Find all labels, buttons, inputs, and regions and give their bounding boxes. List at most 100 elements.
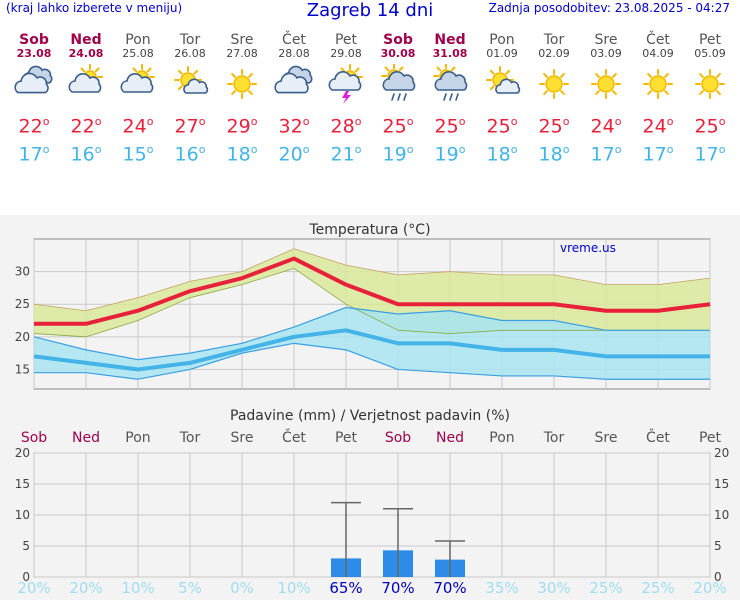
degree-sign: o (146, 143, 154, 157)
degree-sign: o (146, 115, 154, 128)
day-date: 29.08 (330, 47, 362, 60)
degree-sign: o (198, 143, 206, 157)
precip-probability: 65% (329, 579, 362, 597)
precipitation-chart-title: Padavine (mm) / Verjetnost padavin (%) (230, 408, 510, 424)
day-name: Tor (543, 32, 565, 48)
precip-day-label: Sob (21, 430, 47, 446)
day-name: Ned (70, 32, 102, 48)
temperature-chart-title: Temperatura (°C) (308, 222, 430, 238)
min-temp: 18o (538, 143, 570, 166)
precip-probability: 10% (277, 579, 310, 597)
max-temp: 22o (18, 115, 50, 138)
partly-cloudy-icon (68, 64, 103, 93)
day-name: Sre (230, 32, 254, 48)
precip-day-label: Sre (231, 430, 254, 446)
precip-day-label: Pon (125, 430, 150, 446)
precip-probability: 20% (693, 579, 726, 597)
y-tick-label: 10 (15, 508, 30, 522)
degree-sign: o (406, 143, 414, 157)
day-name: Pon (125, 32, 151, 48)
precip-probability: 35% (485, 579, 518, 597)
day-name: Pet (334, 32, 358, 48)
min-temp: 19o (434, 143, 466, 166)
thunderstorm-icon (328, 64, 363, 104)
day-date: 30.08 (380, 47, 416, 60)
sun-cloud-rain-icon (381, 64, 416, 101)
max-temp: 27o (174, 115, 206, 138)
precip-day-label: Čet (646, 428, 670, 446)
day-date: 26.08 (174, 47, 206, 60)
day-column: Sre 03.09 24o 17o (580, 32, 632, 167)
day-column: Pon 01.09 25o 18o (476, 32, 528, 167)
degree-sign: o (718, 115, 726, 128)
precip-probability: 70% (381, 579, 414, 597)
day-column: Sre 27.08 29o 18o (216, 32, 268, 167)
precip-probability: 0% (230, 579, 254, 597)
cloudy-icon (14, 65, 53, 94)
precip-probability: 30% (537, 579, 570, 597)
min-temp: 17o (18, 143, 50, 166)
day-column: Pon 25.08 24o 15o (112, 32, 164, 167)
precip-day-label: Čet (282, 428, 306, 446)
day-column: Tor 26.08 27o 16o (164, 32, 216, 167)
min-temp: 21o (330, 143, 362, 166)
day-date: 02.09 (538, 47, 570, 60)
day-date: 31.08 (432, 47, 468, 60)
max-temp: 22o (70, 115, 102, 138)
degree-sign: o (614, 115, 622, 128)
max-range-edge (33, 267, 710, 338)
min-temp-line (33, 328, 710, 372)
degree-sign: o (302, 115, 310, 128)
max-temp: 32o (278, 115, 310, 138)
precip-probability: 25% (641, 579, 674, 597)
day-column: Sob 30.08 25o 19o (372, 32, 424, 167)
y-tick-label: 30 (15, 265, 30, 279)
day-column: Čet 04.09 24o 17o (632, 32, 684, 167)
min-temp: 20o (278, 143, 310, 166)
day-name: Pet (698, 32, 722, 48)
degree-sign: o (562, 115, 570, 128)
partly-cloudy-icon (120, 64, 155, 93)
min-range-edge (34, 342, 710, 380)
max-temp: 25o (694, 115, 726, 138)
max-temp: 25o (486, 115, 518, 138)
cloudy-icon (274, 65, 313, 94)
sun-icon (591, 69, 621, 99)
day-date: 24.08 (68, 47, 104, 60)
precip-probability: 70% (433, 579, 466, 597)
degree-sign: o (198, 115, 206, 128)
degree-sign: o (354, 115, 362, 128)
day-name: Čet (646, 32, 670, 48)
day-name: Tor (179, 32, 201, 48)
min-temp: 19o (382, 143, 414, 166)
degree-sign: o (666, 143, 674, 157)
degree-sign: o (562, 143, 570, 157)
mostly-sunny-icon (174, 66, 209, 94)
max-temp: 24o (642, 115, 674, 138)
precip-day-label: Sob (385, 430, 411, 446)
day-column: Ned 24.08 22o 16o (60, 32, 112, 167)
day-column: Ned 31.08 25o 19o (424, 32, 476, 167)
day-date: 01.09 (486, 47, 518, 60)
max-temp: 28o (330, 115, 362, 138)
degree-sign: o (354, 143, 362, 157)
y-tick-label-right: 20 (714, 446, 729, 460)
precip-day-label: Ned (72, 430, 100, 446)
min-temp: 15o (122, 143, 154, 166)
degree-sign: o (510, 143, 518, 157)
day-name: Pon (489, 32, 515, 48)
precip-day-label: Pet (335, 430, 358, 446)
degree-sign: o (458, 115, 466, 128)
degree-sign: o (406, 115, 414, 128)
day-name: Sob (383, 32, 413, 48)
precip-day-label: Pet (699, 430, 722, 446)
degree-sign: o (666, 115, 674, 128)
y-tick-label: 20 (15, 330, 30, 344)
min-temp: 17o (642, 143, 674, 166)
day-date: 04.09 (642, 47, 674, 60)
min-temp: 16o (70, 143, 102, 166)
max-temp: 25o (434, 115, 466, 138)
day-date: 28.08 (278, 47, 310, 60)
degree-sign: o (510, 115, 518, 128)
max-temp-line (34, 256, 711, 326)
